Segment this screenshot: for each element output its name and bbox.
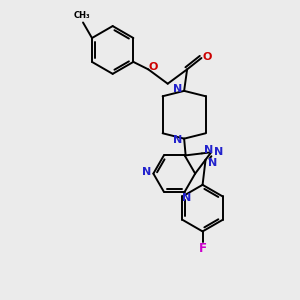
- Text: F: F: [199, 242, 207, 255]
- Text: O: O: [203, 52, 212, 61]
- Text: N: N: [208, 158, 217, 168]
- Text: CH₃: CH₃: [74, 11, 91, 20]
- Text: N: N: [173, 84, 182, 94]
- Text: N: N: [142, 167, 152, 177]
- Text: O: O: [149, 62, 158, 72]
- Text: N: N: [182, 193, 191, 203]
- Text: N: N: [173, 135, 182, 145]
- Text: N: N: [204, 146, 213, 155]
- Text: N: N: [214, 147, 223, 157]
